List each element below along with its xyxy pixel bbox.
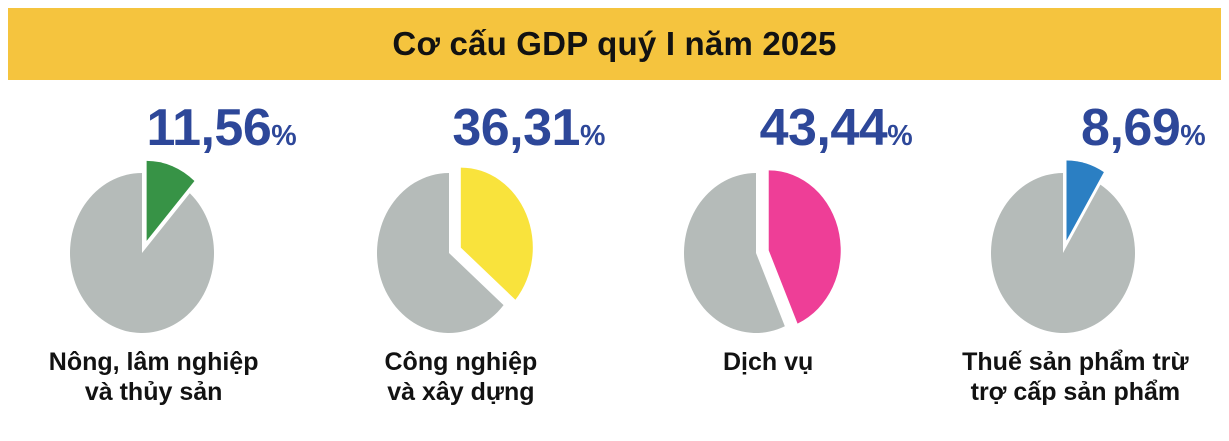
pie-panel-agriculture: 11,56% Nông, lâm nghiệp và thủy sản [0, 80, 307, 407]
pie-slice [146, 160, 195, 241]
pie-charts-row: 11,56% Nông, lâm nghiệp và thủy sản 36,3… [0, 80, 1229, 407]
pie-slice [768, 170, 841, 324]
percent-sign: % [1180, 120, 1206, 152]
slice-value-number: 36,31 [452, 99, 580, 157]
pie-chart-services [684, 170, 841, 333]
slice-label-industry: Công nghiệp và xây dựng [385, 348, 538, 407]
slice-value-taxes: 8,69% [1081, 102, 1206, 154]
page-title: Cơ cấu GDP quý I năm 2025 [392, 25, 837, 62]
slice-value-agriculture: 11,56% [147, 102, 297, 154]
title-banner: Cơ cấu GDP quý I năm 2025 [8, 8, 1221, 80]
pie-base-remainder [69, 173, 214, 333]
pie-slice [1066, 160, 1105, 241]
slice-value-industry: 36,31% [452, 102, 605, 154]
pie-chart-agriculture [69, 160, 214, 333]
pie-chart-taxes [991, 160, 1136, 333]
label-line: Thuế sản phẩm trừ [962, 348, 1189, 376]
slice-label-services: Dịch vụ [723, 348, 813, 378]
label-line: Dịch vụ [722, 348, 814, 376]
slice-label-taxes: Thuế sản phẩm trừ trợ cấp sản phẩm [962, 348, 1188, 407]
label-line: và thủy sản [84, 377, 223, 406]
pie-chart-industry [376, 167, 533, 333]
label-line: Công nghiệp [384, 348, 538, 376]
pie-panel-industry: 36,31% Công nghiệp và xây dựng [307, 80, 614, 407]
pie-panel-taxes: 8,69% Thuế sản phẩm trừ trợ cấp sản phẩm [922, 80, 1229, 407]
pie-slice [460, 167, 533, 300]
percent-sign: % [887, 120, 913, 152]
slice-label-agriculture: Nông, lâm nghiệp và thủy sản [49, 348, 259, 407]
percent-sign: % [579, 120, 606, 152]
slice-value-number: 11,56 [146, 99, 272, 157]
label-line: Nông, lâm nghiệp [48, 348, 259, 376]
label-line: và xây dựng [387, 377, 535, 406]
pie-base-remainder [376, 173, 504, 333]
pie-base-remainder [991, 173, 1136, 333]
percent-sign: % [271, 120, 297, 152]
pie-base-remainder [684, 173, 785, 333]
slice-value-number: 8,69 [1081, 99, 1181, 157]
label-line: trợ cấp sản phẩm [970, 377, 1181, 406]
slice-value-services: 43,44% [760, 102, 913, 154]
pie-panel-services: 43,44% Dịch vụ [615, 80, 922, 407]
slice-value-number: 43,44 [759, 99, 888, 157]
